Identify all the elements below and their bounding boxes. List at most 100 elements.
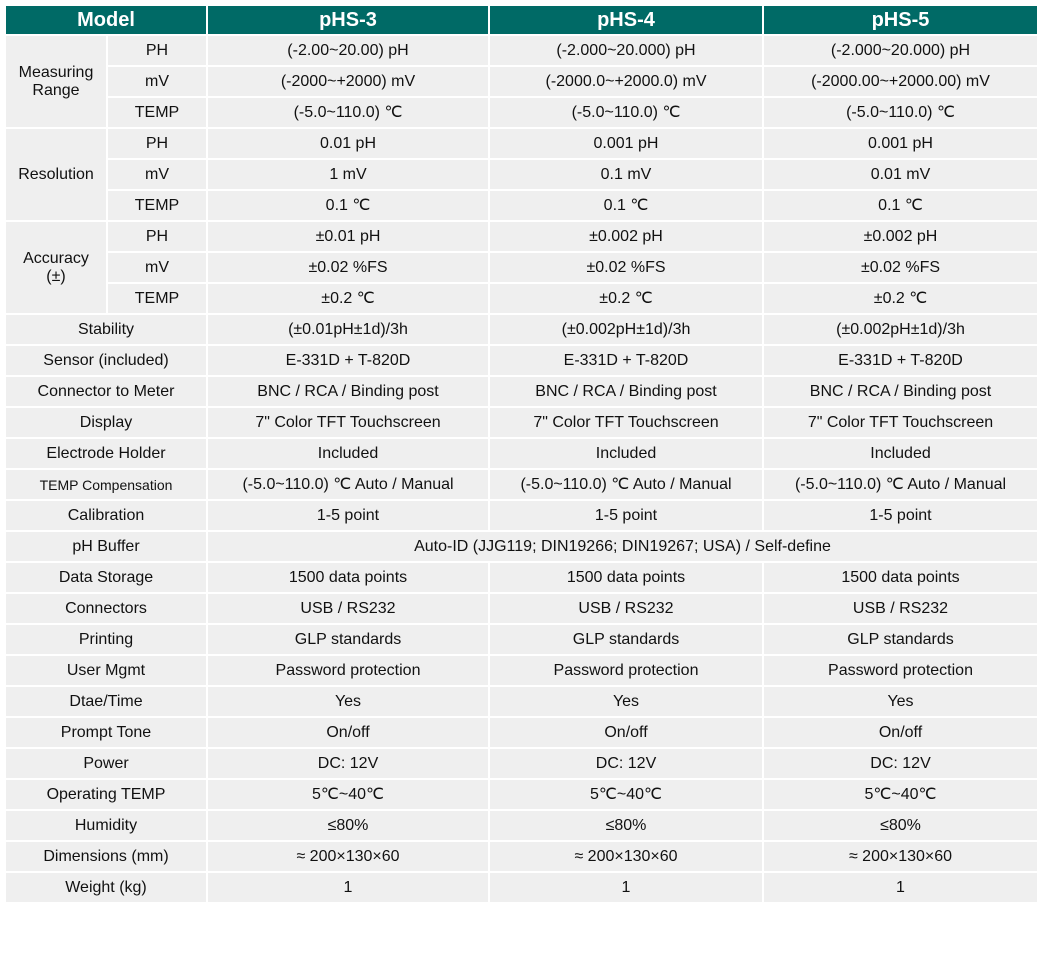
table-row: mV 1 mV 0.1 mV 0.01 mV xyxy=(5,158,1039,191)
spec-value: 1 xyxy=(762,871,1039,904)
row-label: Connector to Meter xyxy=(4,375,208,408)
table-row: Operating TEMP 5℃~40℃ 5℃~40℃ 5℃~40℃ xyxy=(4,778,1039,811)
sub-label: TEMP xyxy=(106,282,208,315)
spec-value: (-5.0~110.0) ℃ Auto / Manual xyxy=(762,468,1039,501)
spec-value: ±0.01 pH xyxy=(206,220,490,253)
row-label: Prompt Tone xyxy=(4,716,208,749)
spec-value: E-331D + T-820D xyxy=(488,344,764,377)
spec-value: ≈ 200×130×60 xyxy=(488,840,764,873)
spec-value: USB / RS232 xyxy=(488,592,764,625)
row-label: pH Buffer xyxy=(4,530,208,563)
spec-value: 0.01 pH xyxy=(206,127,490,160)
table-row: Dtae/Time Yes Yes Yes xyxy=(4,685,1039,718)
sub-label: mV xyxy=(106,158,208,191)
sub-label: TEMP xyxy=(106,96,208,129)
sub-label: TEMP xyxy=(106,189,208,222)
spec-value: ≈ 200×130×60 xyxy=(206,840,490,873)
spec-value: (-5.0~110.0) ℃ Auto / Manual xyxy=(488,468,764,501)
sub-label: PH xyxy=(106,220,208,253)
spec-value: 1 xyxy=(488,871,764,904)
header-phs4: pHS-4 xyxy=(488,4,764,36)
spec-value: (-5.0~110.0) ℃ xyxy=(762,96,1039,129)
spec-value: 0.1 ℃ xyxy=(488,189,764,222)
spec-value: 0.01 mV xyxy=(762,158,1039,191)
spec-value: Included xyxy=(488,437,764,470)
table-row: Connectors USB / RS232 USB / RS232 USB / RS… xyxy=(4,592,1039,625)
spec-value: DC: 12V xyxy=(488,747,764,780)
spec-value: 0.1 ℃ xyxy=(762,189,1039,222)
spec-value: Password protection xyxy=(762,654,1039,687)
spec-value: (±0.01pH±1d)/3h xyxy=(206,313,490,346)
spec-value: E-331D + T-820D xyxy=(206,344,490,377)
spec-value: 5℃~40℃ xyxy=(206,778,490,811)
spec-value: ±0.02 %FS xyxy=(488,251,764,284)
spec-value: 0.1 ℃ xyxy=(206,189,490,222)
spec-value: On/off xyxy=(488,716,764,749)
table-row: Power DC: 12V DC: 12V DC: 12V xyxy=(4,747,1039,780)
row-label: Electrode Holder xyxy=(4,437,208,470)
spec-value: 1 mV xyxy=(206,158,490,191)
table-row: Humidity ≤80% ≤80% ≤80% xyxy=(4,809,1039,842)
spec-value: Yes xyxy=(206,685,490,718)
table-row: Data Storage 1500 data points 1500 data po… xyxy=(4,561,1039,594)
spec-value: 1 xyxy=(206,871,490,904)
group-label: Resolution xyxy=(4,127,108,222)
spec-value: 1500 data points xyxy=(206,561,490,594)
spec-value: GLP standards xyxy=(206,623,490,656)
table-row: Sensor (included) E-331D + T-820D E-331D +… xyxy=(4,344,1039,377)
table-row: TEMP Compensation (-5.0~110.0) ℃ Auto / M… xyxy=(4,468,1039,501)
spec-value: ±0.2 ℃ xyxy=(206,282,490,315)
spec-value: Yes xyxy=(762,685,1039,718)
spec-value: Password protection xyxy=(488,654,764,687)
spec-value: (-2000~+2000) mV xyxy=(206,65,490,98)
spec-value: DC: 12V xyxy=(206,747,490,780)
spec-value: Included xyxy=(206,437,490,470)
row-label: Sensor (included) xyxy=(4,344,208,377)
spec-value: ≤80% xyxy=(762,809,1039,842)
spec-value: 1-5 point xyxy=(206,499,490,532)
spec-value: (-5.0~110.0) ℃ Auto / Manual xyxy=(206,468,490,501)
table-row: User Mgmt Password protection Password pro… xyxy=(4,654,1039,687)
header-phs3: pHS-3 xyxy=(206,4,490,36)
table-row: Connector to Meter BNC / RCA / Binding po… xyxy=(4,375,1039,408)
spec-value: 7" Color TFT Touchscreen xyxy=(762,406,1039,439)
spec-value: (-2.000~20.000) pH xyxy=(762,34,1039,67)
spec-value: (-2.000~20.000) pH xyxy=(488,34,764,67)
spec-value: (-2000.0~+2000.0) mV xyxy=(488,65,764,98)
row-label: Dimensions (mm) xyxy=(4,840,208,873)
spec-value: 5℃~40℃ xyxy=(488,778,764,811)
spec-value: ±0.02 %FS xyxy=(762,251,1039,284)
row-label: Display xyxy=(4,406,208,439)
spec-value: 1500 data points xyxy=(488,561,764,594)
table-row: Printing GLP standards GLP standards GLP st… xyxy=(4,623,1039,656)
spec-value: 0.1 mV xyxy=(488,158,764,191)
sub-label: mV xyxy=(106,65,208,98)
spec-value: E-331D + T-820D xyxy=(762,344,1039,377)
table-row: Resolution PH 0.01 pH 0.001 pH 0.001 pH xyxy=(4,127,1039,222)
spec-value: (-2000.00~+2000.00) mV xyxy=(762,65,1039,98)
row-label: Power xyxy=(4,747,208,780)
table-row: Display 7" Color TFT Touchscreen 7" Color … xyxy=(4,406,1039,439)
sub-label: mV xyxy=(106,251,208,284)
table-row: Measuring Range PH (-2.00~20.00) pH (-2.000… xyxy=(4,34,1039,129)
spec-value: USB / RS232 xyxy=(762,592,1039,625)
spec-value: 1500 data points xyxy=(762,561,1039,594)
table-row: TEMP 0.1 ℃ 0.1 ℃ 0.1 ℃ xyxy=(5,189,1039,222)
table-row: Prompt Tone On/off On/off On/off xyxy=(4,716,1039,749)
row-label: Data Storage xyxy=(4,561,208,594)
table-row: mV (-2000~+2000) mV (-2000.0~+2000.0) mV (-… xyxy=(5,65,1039,98)
spec-value: ±0.002 pH xyxy=(488,220,764,253)
spec-value: ≤80% xyxy=(488,809,764,842)
spec-value: DC: 12V xyxy=(762,747,1039,780)
spec-value: ≈ 200×130×60 xyxy=(762,840,1039,873)
row-label: Operating TEMP xyxy=(4,778,208,811)
spec-value: 5℃~40℃ xyxy=(762,778,1039,811)
spec-value: 7" Color TFT Touchscreen xyxy=(206,406,490,439)
spec-value: USB / RS232 xyxy=(206,592,490,625)
row-label: TEMP Compensation xyxy=(4,468,208,501)
spec-value: ≤80% xyxy=(206,809,490,842)
group-label: Measuring Range xyxy=(4,34,108,129)
spec-value: Auto-ID (JJG119; DIN19266; DIN19267; USA… xyxy=(206,530,1039,563)
spec-value: Yes xyxy=(488,685,764,718)
spec-value: ±0.002 pH xyxy=(762,220,1039,253)
